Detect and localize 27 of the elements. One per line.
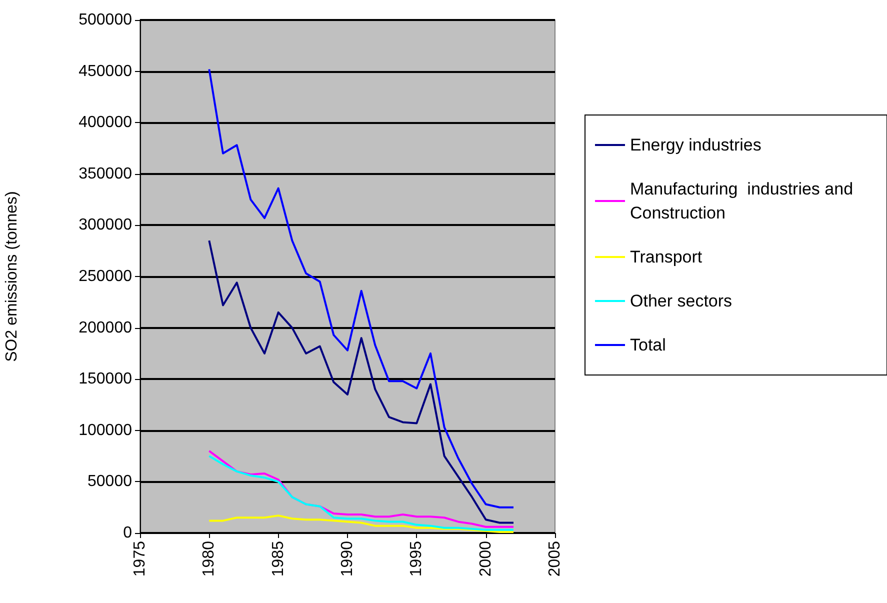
y-tick-label: 300000 bbox=[78, 216, 132, 234]
x-tick-label: 1980 bbox=[200, 540, 218, 577]
y-tick-label: 100000 bbox=[78, 422, 132, 439]
line-series bbox=[208, 514, 514, 533]
line-series bbox=[208, 68, 514, 508]
y-tick-label: 200000 bbox=[78, 319, 132, 336]
legend-label: Transport bbox=[630, 248, 702, 266]
y-tick-label: 500000 bbox=[78, 12, 132, 28]
x-tick-label: 1995 bbox=[408, 540, 426, 577]
line-series bbox=[208, 240, 514, 524]
y-axis-title: SO2 emissions (tonnes) bbox=[4, 191, 20, 362]
legend-label: Total bbox=[630, 336, 666, 354]
y-tick-label: 450000 bbox=[78, 62, 132, 80]
x-tick-label: 1985 bbox=[270, 540, 287, 577]
y-tick-label: 250000 bbox=[78, 268, 132, 285]
y-tick-label: 400000 bbox=[78, 114, 132, 132]
legend-label: Other sectors bbox=[630, 292, 732, 310]
x-tick-label: 2005 bbox=[546, 540, 564, 577]
x-tick-label: 2000 bbox=[477, 540, 494, 577]
legend-label: Energy industries bbox=[630, 136, 762, 154]
y-tick-label: 0 bbox=[123, 524, 132, 542]
x-tick-label: 1990 bbox=[339, 540, 356, 577]
y-tick-label: 150000 bbox=[78, 370, 132, 388]
y-tick-label: 50000 bbox=[88, 473, 132, 490]
x-tick-label: 1975 bbox=[132, 540, 148, 577]
legend-label: Manufacturing industries and Construction bbox=[630, 180, 858, 222]
y-tick-label: 350000 bbox=[78, 165, 132, 182]
